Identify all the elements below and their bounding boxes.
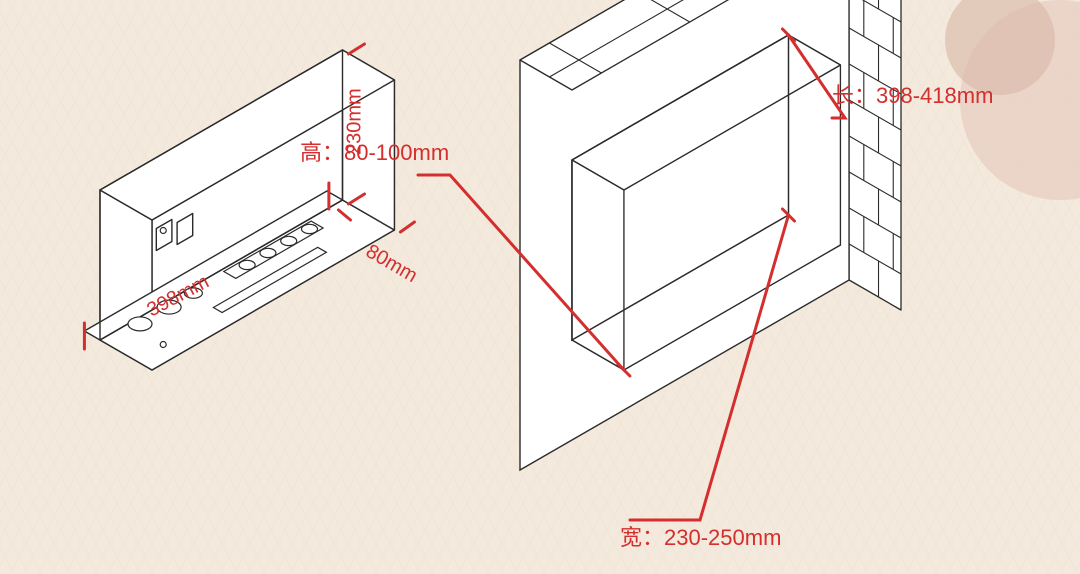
diagram-canvas: 398mm230mm80mm高：80-100mm长：398-418mm宽：230… bbox=[0, 0, 1080, 574]
cavity-length-label: 长：398-418mm bbox=[832, 83, 993, 108]
cavity-width-label: 宽：230-250mm bbox=[620, 525, 781, 550]
cavity-height-label: 高：80-100mm bbox=[300, 140, 449, 165]
